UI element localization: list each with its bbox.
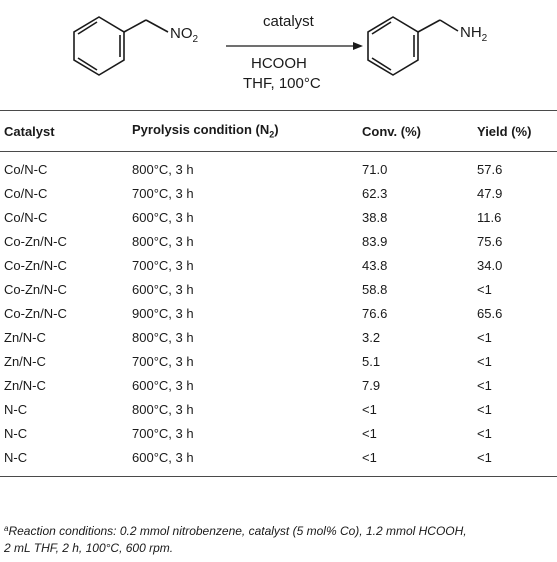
cell-condition: 800°C, 3 h xyxy=(132,234,194,249)
table-body: Co/N-C 800°C, 3 h 71.0 57.6 Co/N-C 700°C, 3 h… xyxy=(0,152,557,477)
footnote-line-2: 2 mL THF, 2 h, 100°C, 600 rpm. xyxy=(4,541,174,555)
table-row: N-C 800°C, 3 h <1 <1 xyxy=(0,398,557,422)
table-row: Zn/N-C 800°C, 3 h 3.2 <1 xyxy=(0,326,557,350)
cell-catalyst: N-C xyxy=(4,402,28,417)
cell-catalyst: N-C xyxy=(4,426,28,441)
header-yield: Yield (%) xyxy=(477,110,557,152)
table-row: Co-Zn/N-C 900°C, 3 h 76.6 65.6 xyxy=(0,302,557,326)
header-conversion: Conv. (%) xyxy=(362,110,477,152)
cell-conversion: 3.2 xyxy=(362,330,381,345)
cell-catalyst: Co-Zn/N-C xyxy=(4,234,67,249)
cell-conversion: 76.6 xyxy=(362,306,388,321)
reagent-label: HCOOH xyxy=(251,55,307,72)
cell-condition: 600°C, 3 h xyxy=(132,210,194,225)
cell-yield: <1 xyxy=(477,282,492,297)
cell-catalyst: Zn/N-C xyxy=(4,330,46,345)
table-row: Co/N-C 800°C, 3 h 71.0 57.6 xyxy=(0,152,557,183)
reactant-benzene-ring xyxy=(73,16,169,76)
table-header-row: Catalyst Pyrolysis condition (N2) Conv. … xyxy=(0,110,557,152)
cell-catalyst: Co/N-C xyxy=(4,186,48,201)
table-row: N-C 600°C, 3 h <1 <1 xyxy=(0,446,557,477)
table-row: N-C 700°C, 3 h <1 <1 xyxy=(0,422,557,446)
cell-conversion: <1 xyxy=(362,402,377,417)
product-benzene-ring xyxy=(367,16,459,76)
cell-condition: 600°C, 3 h xyxy=(132,282,194,297)
reactant-group-label: NO2 xyxy=(170,25,199,45)
cell-condition: 700°C, 3 h xyxy=(132,354,194,369)
cell-condition: 800°C, 3 h xyxy=(132,162,194,177)
cell-condition: 600°C, 3 h xyxy=(132,446,362,477)
cell-catalyst: Co/N-C xyxy=(4,162,48,177)
footnote-line-1: Reaction conditions: 0.2 mmol nitrobenze… xyxy=(8,524,467,538)
cell-yield: <1 xyxy=(477,378,492,393)
table-row: Co/N-C 700°C, 3 h 62.3 47.9 xyxy=(0,182,557,206)
cell-catalyst: Co-Zn/N-C xyxy=(4,258,67,273)
cell-conversion: 43.8 xyxy=(362,258,388,273)
cell-condition: 600°C, 3 h xyxy=(132,378,194,393)
cell-yield: <1 xyxy=(477,330,492,345)
cell-condition: 800°C, 3 h xyxy=(132,330,194,345)
table-row: Co-Zn/N-C 600°C, 3 h 58.8 <1 xyxy=(0,278,557,302)
cell-conversion: <1 xyxy=(362,426,377,441)
table-row: Zn/N-C 700°C, 3 h 5.1 <1 xyxy=(0,350,557,374)
cell-conversion: <1 xyxy=(362,446,477,477)
cell-yield: 47.9 xyxy=(477,186,503,201)
cell-condition: 700°C, 3 h xyxy=(132,426,194,441)
cell-yield: <1 xyxy=(477,446,557,477)
cell-conversion: 58.8 xyxy=(362,282,388,297)
cell-catalyst: Zn/N-C xyxy=(4,354,46,369)
cell-catalyst: Co/N-C xyxy=(4,210,48,225)
cell-catalyst: Zn/N-C xyxy=(4,378,46,393)
header-pyrolysis: Pyrolysis condition (N2) xyxy=(132,110,362,152)
cell-conversion: 38.8 xyxy=(362,210,388,225)
reaction-arrow-head xyxy=(353,42,363,50)
table-footnote: aReaction conditions: 0.2 mmol nitrobenz… xyxy=(4,520,552,557)
cell-condition: 700°C, 3 h xyxy=(132,186,194,201)
header-catalyst: Catalyst xyxy=(0,110,132,152)
table-row: Co-Zn/N-C 700°C, 3 h 43.8 34.0 xyxy=(0,254,557,278)
cell-condition: 700°C, 3 h xyxy=(132,258,194,273)
cell-condition: 900°C, 3 h xyxy=(132,306,194,321)
cell-yield: 57.6 xyxy=(477,162,503,177)
cell-yield: <1 xyxy=(477,402,492,417)
cell-conversion: 62.3 xyxy=(362,186,388,201)
cell-conversion: 7.9 xyxy=(362,378,381,393)
cell-yield: 11.6 xyxy=(477,210,502,225)
product-group-label: NH2 xyxy=(460,24,488,44)
cell-conversion: 83.9 xyxy=(362,234,388,249)
table-row: Zn/N-C 600°C, 3 h 7.9 <1 xyxy=(0,374,557,398)
footnote-marker: a xyxy=(4,524,9,533)
cell-catalyst: Co-Zn/N-C xyxy=(4,306,67,321)
cell-yield: 75.6 xyxy=(477,234,503,249)
cell-conversion: 71.0 xyxy=(362,162,388,177)
cell-yield: 65.6 xyxy=(477,306,503,321)
catalyst-label: catalyst xyxy=(263,13,315,30)
table-row: Co/N-C 600°C, 3 h 38.8 11.6 xyxy=(0,206,557,230)
conditions-label: THF, 100°C xyxy=(243,75,321,92)
cell-yield: <1 xyxy=(477,354,492,369)
cell-yield: <1 xyxy=(477,426,492,441)
reaction-scheme: NO2 catalyst HCOOH THF, 100°C NH2 xyxy=(73,13,488,92)
results-table: Catalyst Pyrolysis condition (N2) Conv. … xyxy=(0,110,557,477)
cell-catalyst: Co-Zn/N-C xyxy=(4,282,67,297)
cell-yield: 34.0 xyxy=(477,258,503,273)
cell-catalyst: N-C xyxy=(0,446,132,477)
cell-condition: 800°C, 3 h xyxy=(132,402,194,417)
cell-conversion: 5.1 xyxy=(362,354,381,369)
table-row: Co-Zn/N-C 800°C, 3 h 83.9 75.6 xyxy=(0,230,557,254)
